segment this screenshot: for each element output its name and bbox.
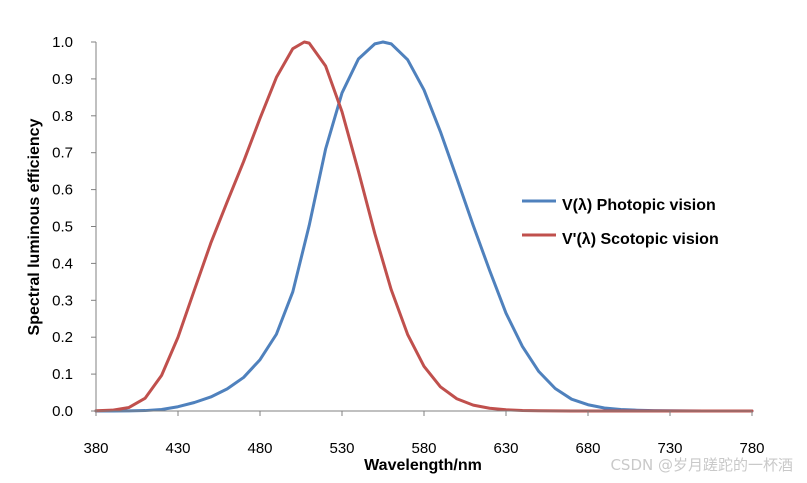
y-tick-label: 0.3 xyxy=(52,292,73,309)
y-tick-label: 0.7 xyxy=(52,145,73,162)
x-tick-label: 730 xyxy=(657,440,682,457)
watermark: CSDN @岁月蹉跎的一杯酒 xyxy=(610,456,793,474)
y-tick-label: 1.0 xyxy=(52,34,73,51)
y-tick-label: 0.5 xyxy=(52,219,73,236)
scotopic-curve xyxy=(94,40,754,413)
legend: V(λ) Photopic vision V'(λ) Scotopic visi… xyxy=(522,197,719,248)
x-axis-title: Wavelength/nm xyxy=(364,457,482,474)
photopic-curve xyxy=(94,40,754,413)
y-tick-label: 0.8 xyxy=(52,108,73,125)
y-tick-label: 0.4 xyxy=(52,255,73,272)
y-tick-label: 0.6 xyxy=(52,182,73,199)
y-tick-label: 0.1 xyxy=(52,366,73,383)
x-tick-label: 680 xyxy=(575,440,600,457)
x-tick-label: 530 xyxy=(329,440,354,457)
legend-label-photopic: V(λ) Photopic vision xyxy=(562,197,716,214)
y-tick-label: 0.9 xyxy=(52,71,73,88)
legend-label-scotopic: V'(λ) Scotopic vision xyxy=(562,231,719,248)
x-tick-label: 430 xyxy=(165,440,190,457)
plot-lines xyxy=(94,40,754,413)
x-tick-label: 780 xyxy=(739,440,764,457)
y-tick-label: 0.0 xyxy=(52,403,73,420)
y-tick-label: 0.2 xyxy=(52,329,73,346)
x-tick-label: 580 xyxy=(411,440,436,457)
x-ticks: 380 430 480 530 580 630 680 730 780 xyxy=(83,411,765,457)
x-tick-label: 480 xyxy=(247,440,272,457)
y-axis-title: Spectral luminous efficiency xyxy=(26,118,43,335)
x-tick-label: 380 xyxy=(83,440,108,457)
x-tick-label: 630 xyxy=(493,440,518,457)
y-ticks: 0.0 0.1 0.2 0.3 0.4 0.5 0.6 0.7 0.8 0.9 1.0 xyxy=(52,34,96,420)
